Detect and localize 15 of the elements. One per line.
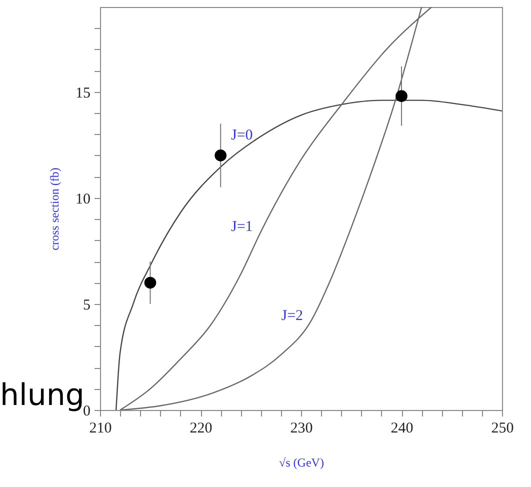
text: hlung [0, 378, 84, 413]
series-label: J=2 [281, 308, 304, 324]
series-label: J=0 [231, 127, 253, 144]
y-tick-label: 5 [83, 297, 90, 314]
y-axis-title: cross section (fb) [48, 168, 62, 250]
x-tick-label: 250 [491, 420, 514, 436]
x-tick-label: 240 [390, 420, 414, 436]
x-tick-label: 230 [290, 420, 313, 436]
y-tick-label: 15 [76, 85, 90, 102]
x-tick-label: 220 [190, 420, 212, 436]
y-tick-label: 0 [83, 404, 90, 420]
x-axis-title: √s (GeV) [279, 456, 324, 470]
series-label: J=1 [231, 218, 253, 235]
y-tick-label: 10 [76, 191, 90, 208]
x-tick-label: 210 [89, 420, 112, 436]
